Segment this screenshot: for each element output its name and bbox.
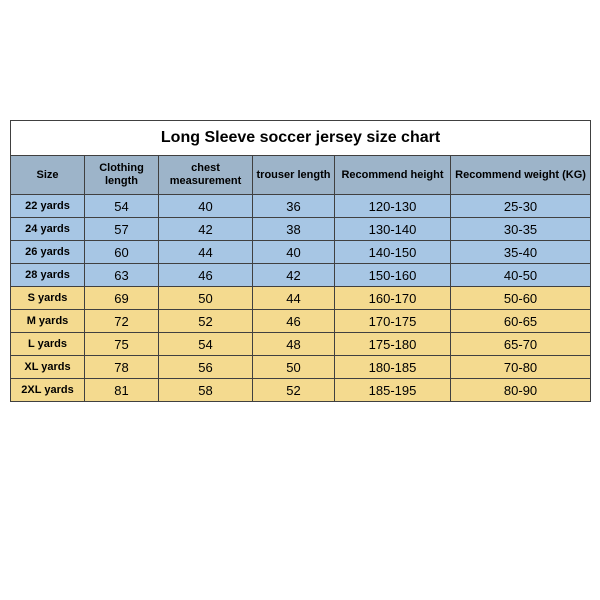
cell-rec_height: 140-150 (335, 241, 451, 264)
cell-trouser_length: 48 (253, 333, 335, 356)
cell-rec_height: 170-175 (335, 310, 451, 333)
table-row: 28 yards634642150-16040-50 (11, 264, 591, 287)
cell-chest: 40 (159, 195, 253, 218)
cell-rec_weight: 25-30 (451, 195, 591, 218)
header-cell-clothing_length: Clothing length (85, 156, 159, 195)
cell-rec_weight: 80-90 (451, 379, 591, 402)
cell-size: M yards (11, 310, 85, 333)
cell-chest: 44 (159, 241, 253, 264)
table-row: M yards725246170-17560-65 (11, 310, 591, 333)
cell-clothing_length: 54 (85, 195, 159, 218)
cell-chest: 50 (159, 287, 253, 310)
cell-rec_height: 180-185 (335, 356, 451, 379)
cell-rec_weight: 50-60 (451, 287, 591, 310)
cell-clothing_length: 81 (85, 379, 159, 402)
cell-clothing_length: 69 (85, 287, 159, 310)
size-chart-table: Long Sleeve soccer jersey size chartSize… (10, 120, 591, 402)
table-row: L yards755448175-18065-70 (11, 333, 591, 356)
cell-rec_height: 175-180 (335, 333, 451, 356)
cell-rec_height: 160-170 (335, 287, 451, 310)
cell-clothing_length: 63 (85, 264, 159, 287)
cell-clothing_length: 78 (85, 356, 159, 379)
cell-rec_height: 185-195 (335, 379, 451, 402)
cell-size: 24 yards (11, 218, 85, 241)
cell-size: L yards (11, 333, 85, 356)
header-cell-trouser_length: trouser length (253, 156, 335, 195)
cell-chest: 56 (159, 356, 253, 379)
cell-rec_height: 150-160 (335, 264, 451, 287)
cell-trouser_length: 46 (253, 310, 335, 333)
table-row: 2XL yards815852185-19580-90 (11, 379, 591, 402)
table-row: 24 yards574238130-14030-35 (11, 218, 591, 241)
header-row: SizeClothing lengthchest measurementtrou… (11, 156, 591, 195)
cell-clothing_length: 57 (85, 218, 159, 241)
cell-rec_weight: 30-35 (451, 218, 591, 241)
cell-chest: 58 (159, 379, 253, 402)
cell-trouser_length: 42 (253, 264, 335, 287)
cell-clothing_length: 75 (85, 333, 159, 356)
cell-size: 22 yards (11, 195, 85, 218)
cell-size: 26 yards (11, 241, 85, 264)
cell-rec_weight: 60-65 (451, 310, 591, 333)
cell-size: S yards (11, 287, 85, 310)
header-cell-rec_weight: Recommend weight (KG) (451, 156, 591, 195)
table-row: 22 yards544036120-13025-30 (11, 195, 591, 218)
table-row: XL yards785650180-18570-80 (11, 356, 591, 379)
cell-trouser_length: 38 (253, 218, 335, 241)
cell-trouser_length: 50 (253, 356, 335, 379)
cell-clothing_length: 72 (85, 310, 159, 333)
header-cell-rec_height: Recommend height (335, 156, 451, 195)
cell-size: 2XL yards (11, 379, 85, 402)
cell-clothing_length: 60 (85, 241, 159, 264)
cell-trouser_length: 36 (253, 195, 335, 218)
table-row: 26 yards604440140-15035-40 (11, 241, 591, 264)
header-cell-chest: chest measurement (159, 156, 253, 195)
table-body: Long Sleeve soccer jersey size chartSize… (11, 121, 591, 402)
cell-size: XL yards (11, 356, 85, 379)
cell-chest: 46 (159, 264, 253, 287)
cell-chest: 42 (159, 218, 253, 241)
cell-chest: 52 (159, 310, 253, 333)
cell-size: 28 yards (11, 264, 85, 287)
cell-rec_weight: 35-40 (451, 241, 591, 264)
cell-rec_weight: 65-70 (451, 333, 591, 356)
header-cell-size: Size (11, 156, 85, 195)
table-row: S yards695044160-17050-60 (11, 287, 591, 310)
cell-trouser_length: 40 (253, 241, 335, 264)
cell-trouser_length: 52 (253, 379, 335, 402)
cell-chest: 54 (159, 333, 253, 356)
cell-rec_weight: 40-50 (451, 264, 591, 287)
chart-title: Long Sleeve soccer jersey size chart (11, 121, 591, 156)
title-row: Long Sleeve soccer jersey size chart (11, 121, 591, 156)
cell-rec_height: 130-140 (335, 218, 451, 241)
cell-rec_height: 120-130 (335, 195, 451, 218)
cell-trouser_length: 44 (253, 287, 335, 310)
cell-rec_weight: 70-80 (451, 356, 591, 379)
